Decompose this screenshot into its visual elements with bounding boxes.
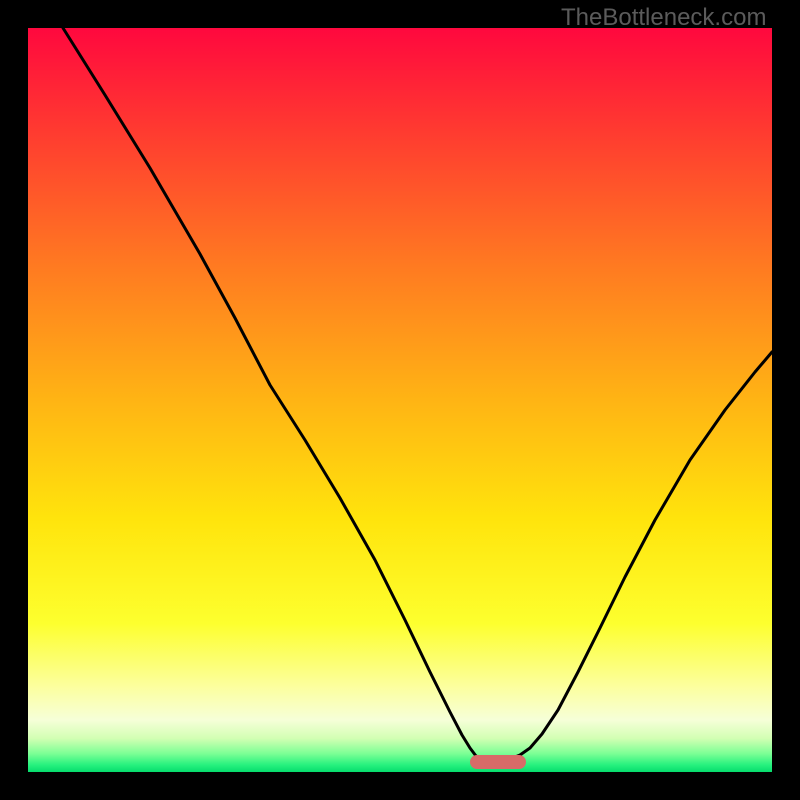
attribution-text: TheBottleneck.com [561, 4, 766, 32]
chart-frame: TheBottleneck.com [0, 0, 800, 800]
border-svg [0, 0, 800, 800]
